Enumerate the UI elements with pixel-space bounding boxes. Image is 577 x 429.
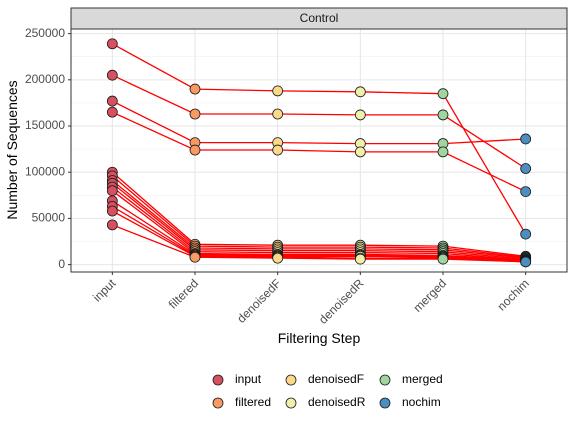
data-point-nochim bbox=[520, 228, 532, 240]
data-point-merged bbox=[437, 146, 449, 158]
legend-key-filtered bbox=[212, 397, 224, 409]
y-tick-label: 200000 bbox=[25, 72, 65, 86]
facet-strip-background bbox=[70, 7, 568, 30]
legend-label-merged: merged bbox=[402, 372, 443, 386]
data-point-input bbox=[106, 185, 118, 197]
y-tick-label: 50000 bbox=[32, 211, 66, 225]
sample-line bbox=[111, 43, 527, 235]
data-point-nochim bbox=[520, 256, 532, 268]
sample-line bbox=[111, 182, 526, 260]
y-tick-label: 150000 bbox=[25, 118, 65, 132]
x-axis: input filtered denoisedF denoisedR merged noc… bbox=[90, 272, 532, 327]
data-point-input bbox=[106, 95, 118, 107]
legend-label-input: input bbox=[235, 372, 262, 386]
data-point-input bbox=[106, 106, 118, 118]
legend-key-input bbox=[212, 374, 224, 386]
data-point-denoisedR bbox=[354, 86, 366, 98]
legend-key-nochim bbox=[379, 397, 391, 409]
legend: input denoisedF merged filtered denoisedR noc… bbox=[212, 372, 443, 409]
sample-line bbox=[112, 224, 526, 263]
sample-line bbox=[111, 205, 526, 262]
data-point-merged bbox=[437, 253, 449, 265]
legend-label-filtered: filtered bbox=[235, 395, 271, 409]
sample-line bbox=[111, 175, 526, 258]
data-point-nochim bbox=[520, 133, 532, 145]
data-point-input bbox=[106, 205, 118, 217]
sample-line bbox=[111, 190, 526, 261]
y-axis: 0 50000 100000 150000 200000 250000 bbox=[25, 26, 71, 271]
data-point-nochim bbox=[520, 186, 532, 198]
series-lines bbox=[111, 43, 527, 263]
data-point-denoisedF bbox=[272, 144, 284, 156]
y-axis-title: Number of Sequences bbox=[4, 80, 20, 219]
y-tick-label: 0 bbox=[58, 257, 65, 271]
x-tick-label-denoisedR: denoisedR bbox=[316, 276, 367, 327]
data-point-filtered bbox=[189, 144, 201, 156]
data-point-nochim bbox=[520, 163, 532, 174]
data-point-filtered bbox=[189, 108, 201, 120]
data-point-merged bbox=[437, 109, 449, 121]
x-tick-label-input: input bbox=[90, 276, 119, 305]
x-axis-title: Filtering Step bbox=[278, 330, 361, 346]
legend-label-nochim: nochim bbox=[402, 395, 441, 409]
data-point-filtered bbox=[189, 251, 201, 263]
sample-line bbox=[111, 200, 526, 262]
legend-key-merged bbox=[379, 374, 391, 386]
data-point-denoisedF bbox=[272, 252, 284, 264]
x-tick-label-filtered: filtered bbox=[166, 276, 201, 311]
y-tick-label: 100000 bbox=[25, 164, 65, 178]
x-tick-label-denoisedF: denoisedF bbox=[234, 276, 284, 326]
data-point-input bbox=[106, 69, 118, 81]
data-point-input bbox=[106, 38, 118, 50]
data-point-denoisedR bbox=[354, 146, 366, 158]
legend-label-denoisedR: denoisedR bbox=[308, 395, 366, 409]
data-point-denoisedR bbox=[354, 109, 366, 121]
facet-strip: Control bbox=[70, 7, 568, 30]
sample-line bbox=[112, 111, 526, 193]
sample-line bbox=[112, 100, 526, 145]
legend-key-denoisedR bbox=[285, 397, 297, 409]
sample-line bbox=[112, 74, 527, 170]
sample-line bbox=[111, 186, 526, 261]
legend-key-denoisedF bbox=[285, 374, 297, 386]
data-point-input bbox=[106, 219, 118, 231]
facet-label: Control bbox=[300, 11, 339, 25]
sample-line bbox=[111, 171, 526, 257]
legend-label-denoisedF: denoisedF bbox=[308, 372, 364, 386]
y-tick-label: 250000 bbox=[25, 26, 65, 40]
data-point-filtered bbox=[189, 83, 201, 95]
data-point-merged bbox=[437, 88, 449, 100]
sample-line bbox=[111, 179, 526, 259]
data-point-denoisedF bbox=[272, 85, 284, 97]
x-tick-label-merged: merged bbox=[410, 276, 449, 315]
x-tick-label-nochim: nochim bbox=[495, 276, 532, 313]
data-point-denoisedR bbox=[354, 253, 366, 265]
sample-line bbox=[111, 210, 526, 263]
data-point-denoisedF bbox=[272, 108, 284, 120]
data-points bbox=[106, 38, 532, 268]
